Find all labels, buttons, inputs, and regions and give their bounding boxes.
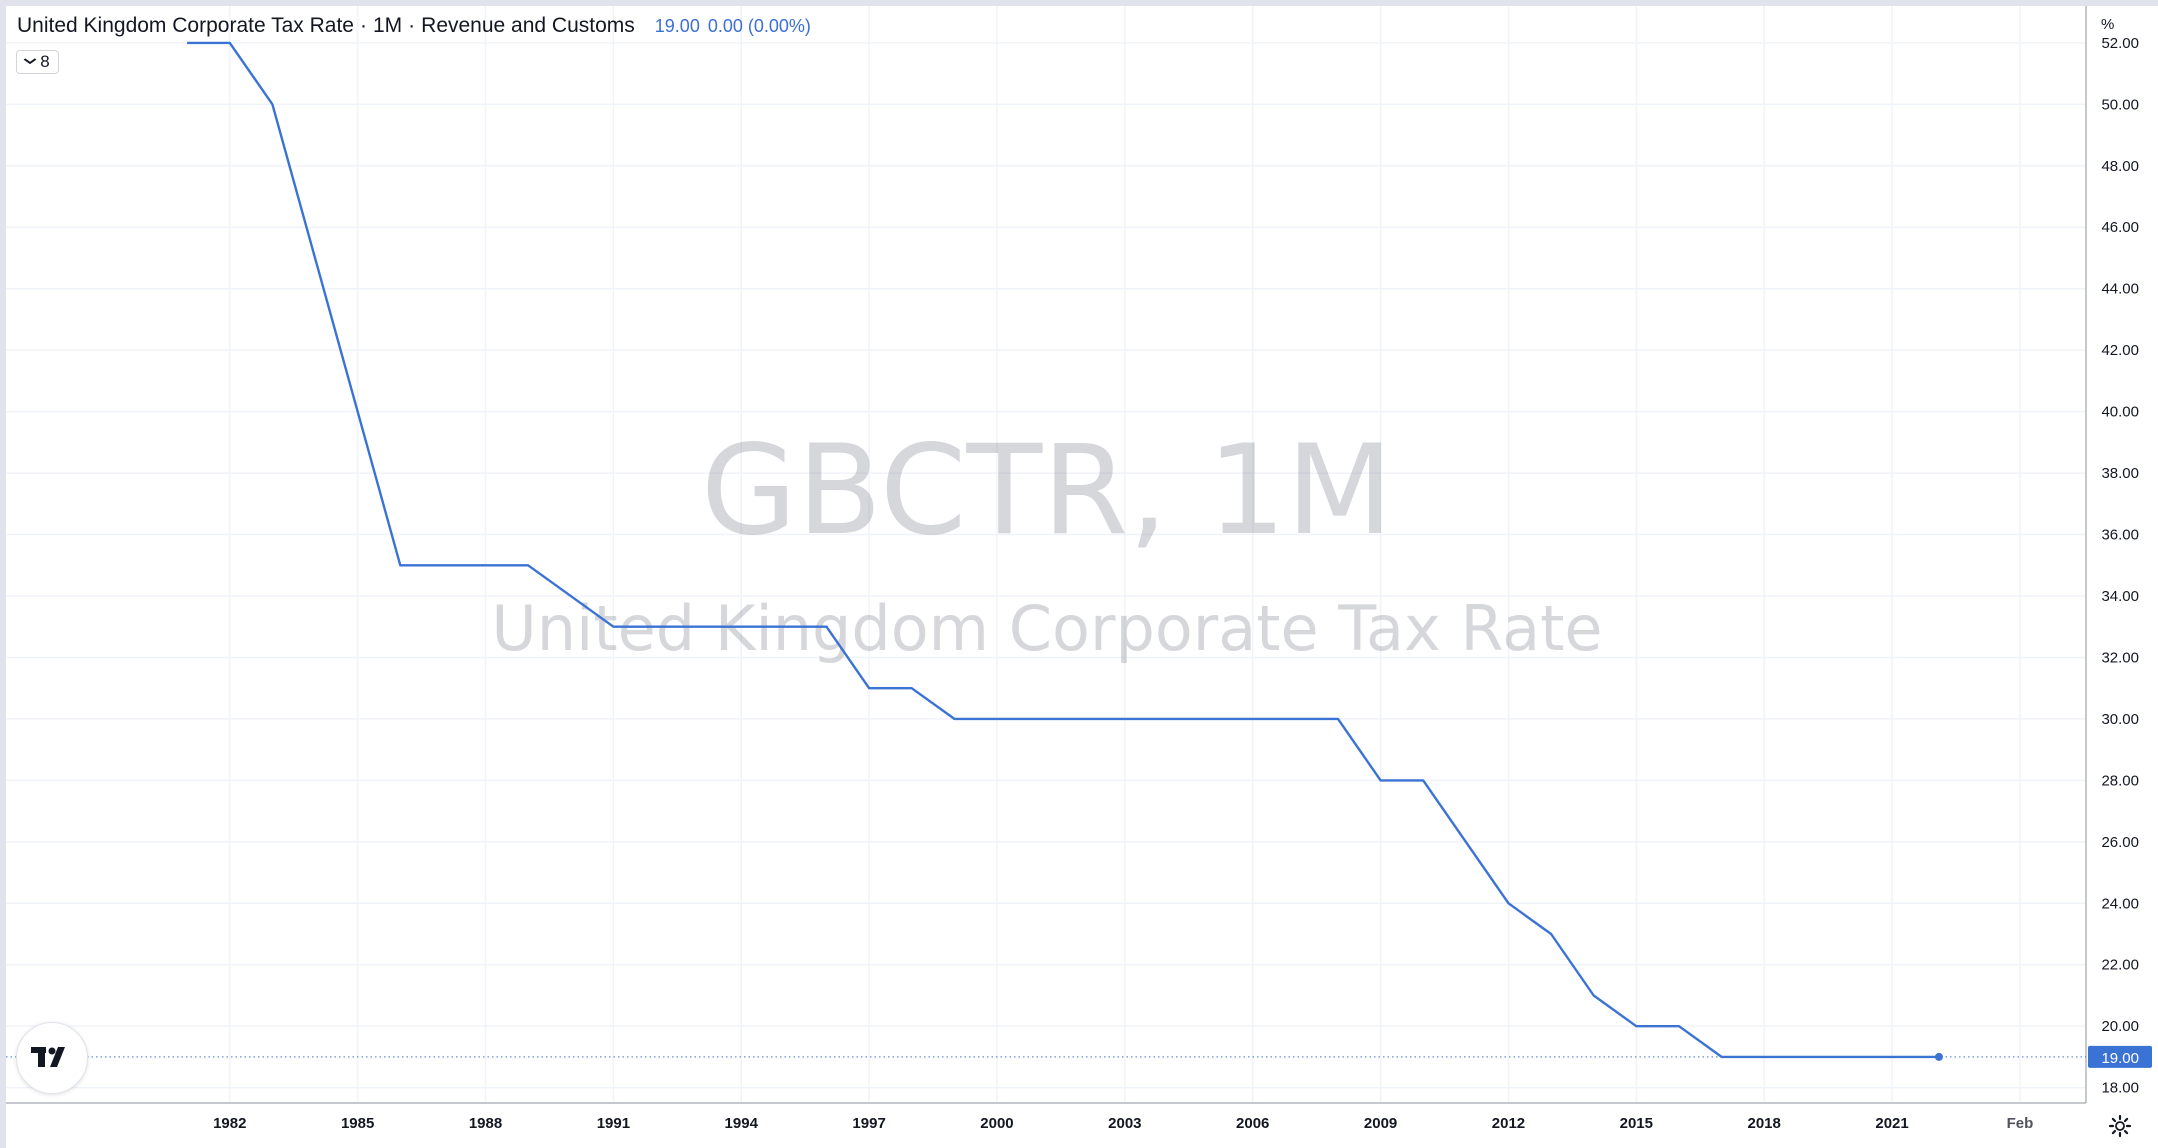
indicators-count: 8 bbox=[40, 52, 50, 71]
axes bbox=[6, 6, 2087, 1104]
watermark: GBCTR, 1M United Kingdom Corporate Tax R… bbox=[491, 419, 1602, 665]
gear-icon[interactable] bbox=[2104, 1110, 2136, 1142]
last-price-tag bbox=[2088, 1045, 2152, 1068]
header-separator: · bbox=[408, 14, 416, 37]
last-price-tag-label: 19.00 bbox=[2101, 1050, 2139, 1067]
y-tick-label: 22.00 bbox=[2101, 957, 2139, 974]
value-change: 0.00 (0.00%) bbox=[707, 16, 811, 36]
y-tick-label: 32.00 bbox=[2101, 649, 2139, 666]
header-separator: · bbox=[359, 14, 367, 37]
y-tick-label: 42.00 bbox=[2101, 342, 2139, 359]
series bbox=[6, 41, 2086, 1061]
y-tick-label: 38.00 bbox=[2101, 465, 2139, 482]
y-tick-label: 18.00 bbox=[2101, 1080, 2139, 1097]
y-tick-label: 50.00 bbox=[2101, 96, 2139, 113]
x-tick-label: 2021 bbox=[1875, 1115, 1908, 1132]
chart-interval[interactable]: 1M bbox=[372, 14, 403, 37]
x-tick-label: 1988 bbox=[469, 1115, 502, 1132]
y-tick-label: 20.00 bbox=[2101, 1018, 2139, 1035]
y-tick-label: 36.00 bbox=[2101, 527, 2139, 544]
y-tick-label: 52.00 bbox=[2101, 35, 2139, 52]
x-tick-label: 2000 bbox=[980, 1115, 1013, 1132]
x-tick-label: 1991 bbox=[597, 1115, 630, 1132]
series-line bbox=[187, 41, 1939, 1059]
chart-title: United Kingdom Corporate Tax Rate bbox=[17, 14, 354, 37]
indicators-toggle-button[interactable]: 8 bbox=[16, 50, 59, 74]
y-tick-label: 24.00 bbox=[2101, 895, 2139, 912]
y-tick-label: 40.00 bbox=[2101, 404, 2139, 421]
x-tick-label: 2015 bbox=[1620, 1115, 1653, 1132]
x-tick-label: 2009 bbox=[1364, 1115, 1397, 1132]
x-tick-label: 1997 bbox=[852, 1115, 885, 1132]
chart-source: Revenue and Customs bbox=[421, 14, 635, 37]
y-tick-label: 46.00 bbox=[2101, 219, 2139, 236]
x-tick-label: 2006 bbox=[1236, 1115, 1269, 1132]
axis-labels: 18.00 20.00 22.00 24.00 26.00 28.00 30.00 32.00… bbox=[213, 35, 2152, 1132]
grid bbox=[6, 6, 2086, 1103]
x-tick-label: 1994 bbox=[725, 1115, 759, 1132]
y-tick-label: 30.00 bbox=[2101, 711, 2139, 728]
price-axis-unit: % bbox=[2101, 16, 2115, 33]
tradingview-logo-icon[interactable] bbox=[16, 1022, 88, 1094]
chart-header: United Kingdom Corporate Tax Rate · 1M ·… bbox=[17, 14, 811, 38]
last-point-marker bbox=[1934, 1052, 1943, 1061]
watermark-name: United Kingdom Corporate Tax Rate bbox=[491, 592, 1602, 665]
chevron-down-icon bbox=[23, 56, 37, 68]
y-tick-label: 34.00 bbox=[2101, 588, 2139, 605]
y-tick-label: 26.00 bbox=[2101, 834, 2139, 851]
last-value: 19.00 bbox=[654, 16, 700, 36]
watermark-symbol: GBCTR, 1M bbox=[701, 419, 1393, 563]
x-tick-label: Feb bbox=[2007, 1115, 2034, 1132]
x-tick-label: 1982 bbox=[213, 1115, 246, 1132]
x-tick-label: 2003 bbox=[1108, 1115, 1141, 1132]
y-tick-label: 28.00 bbox=[2101, 772, 2139, 789]
x-tick-label: 1985 bbox=[341, 1115, 374, 1132]
y-tick-label: 48.00 bbox=[2101, 158, 2139, 175]
x-tick-label: 2012 bbox=[1492, 1115, 1525, 1132]
y-tick-label: 44.00 bbox=[2101, 281, 2139, 298]
x-tick-label: 2018 bbox=[1748, 1115, 1781, 1132]
